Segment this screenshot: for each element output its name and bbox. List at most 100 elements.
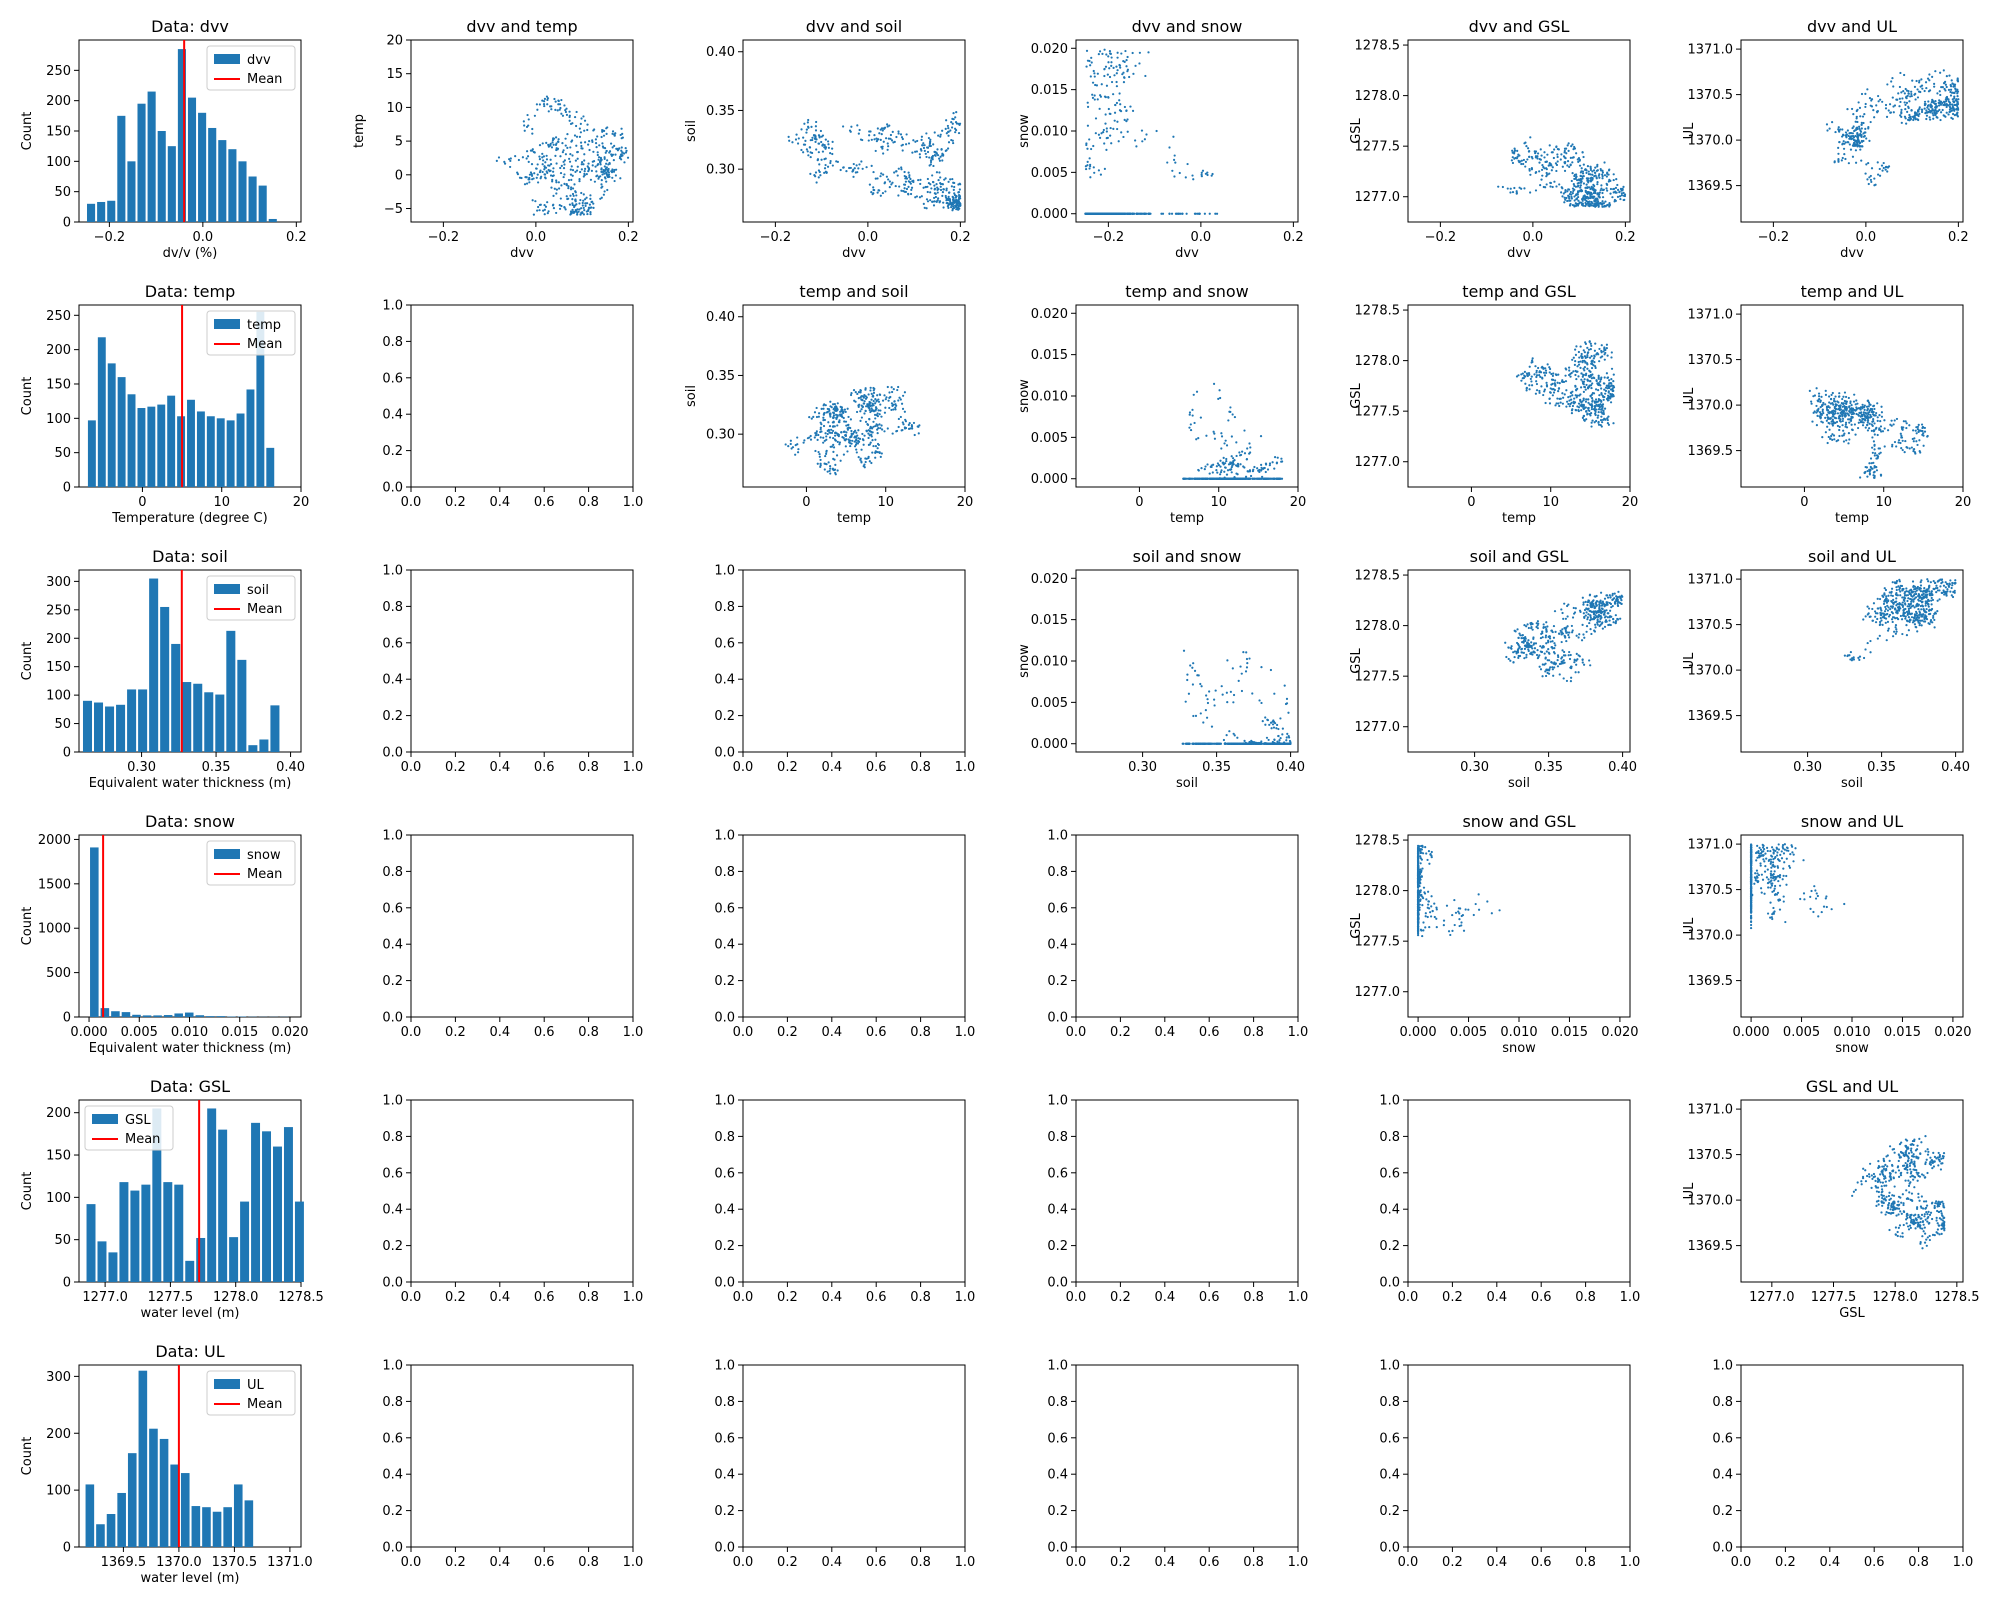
scatter-point xyxy=(1561,379,1564,382)
scatter-point xyxy=(1168,146,1171,149)
scatter-point xyxy=(868,460,871,463)
scatter-point xyxy=(1215,212,1219,215)
scatter-point xyxy=(1876,419,1879,422)
scatter-point xyxy=(880,172,883,175)
scatter-point xyxy=(583,119,587,122)
scatter-point xyxy=(865,396,868,399)
scatter-point xyxy=(599,156,602,159)
scatter-point xyxy=(1841,143,1844,146)
scatter-point xyxy=(1956,95,1959,98)
scatter-point xyxy=(1549,164,1552,167)
scatter-point xyxy=(1123,105,1126,109)
scatter-point xyxy=(875,400,878,403)
scatter-point xyxy=(848,166,851,170)
scatter-point xyxy=(561,114,565,117)
scatter-point xyxy=(824,404,827,407)
scatter-point xyxy=(947,134,950,137)
scatter-point xyxy=(1513,186,1516,190)
scatter-point xyxy=(887,399,890,402)
scatter-point xyxy=(874,445,878,448)
scatter-point xyxy=(1898,105,1901,108)
scatter-point xyxy=(896,388,899,392)
scatter-point xyxy=(1513,150,1516,153)
histogram-bar xyxy=(107,363,116,487)
scatter-point xyxy=(825,411,828,414)
scatter-point xyxy=(941,129,944,132)
scatter-point xyxy=(1549,185,1552,188)
scatter-point xyxy=(1590,366,1594,370)
scatter-point xyxy=(953,193,956,197)
scatter-point xyxy=(1899,71,1902,75)
scatter-point xyxy=(874,450,877,453)
scatter-point xyxy=(1613,198,1617,202)
scatter-point xyxy=(860,408,863,411)
scatter-point xyxy=(599,163,602,166)
scatter-point xyxy=(887,178,890,181)
scatter-point xyxy=(1524,165,1527,168)
scatter-point xyxy=(1238,451,1241,454)
scatter-point xyxy=(1938,102,1942,105)
scatter-point xyxy=(1837,160,1840,163)
scatter-point xyxy=(1584,388,1587,391)
scatter-point xyxy=(1558,382,1561,385)
scatter-point xyxy=(584,202,587,205)
scatter-point xyxy=(1184,477,1187,480)
scatter-point xyxy=(1905,122,1908,125)
scatter-point xyxy=(1592,392,1596,395)
scatter-point xyxy=(1919,429,1922,432)
scatter-point xyxy=(1105,84,1109,87)
scatter-point xyxy=(579,122,582,125)
scatter-point xyxy=(886,123,889,126)
y-tick-label: 0.005 xyxy=(1031,431,1068,446)
scatter-point xyxy=(1569,375,1572,378)
scatter-point xyxy=(580,161,584,164)
chart-title: Data: temp xyxy=(145,282,236,301)
scatter-point xyxy=(1588,202,1591,206)
scatter-point xyxy=(1524,375,1527,378)
scatter-point xyxy=(949,178,952,181)
x-tick-label: 0.0 xyxy=(1523,230,1544,245)
scatter-point xyxy=(1577,350,1580,354)
scatter-point xyxy=(1533,373,1536,376)
scatter-point xyxy=(854,443,858,446)
scatter-point xyxy=(1948,103,1951,106)
scatter-point xyxy=(867,139,870,142)
scatter-point xyxy=(954,131,957,134)
scatter-point xyxy=(606,126,609,129)
scatter-point xyxy=(1865,466,1868,469)
scatter-point xyxy=(953,199,957,202)
scatter-point xyxy=(1099,94,1102,97)
scatter-point xyxy=(1870,99,1873,102)
scatter-point xyxy=(1612,187,1616,190)
scatter-point xyxy=(1609,401,1613,404)
scatter-point xyxy=(1602,395,1605,399)
scatter-point xyxy=(1846,107,1849,111)
scatter-point xyxy=(1881,430,1885,433)
scatter-point xyxy=(922,142,925,145)
scatter-point xyxy=(1888,103,1892,106)
scatter-point xyxy=(542,155,546,158)
scatter-point xyxy=(1188,411,1192,414)
scatter-point xyxy=(613,144,616,147)
scatter-point xyxy=(1579,177,1582,181)
scatter-point xyxy=(1936,92,1939,95)
scatter-point xyxy=(1878,167,1881,171)
scatter-point xyxy=(585,172,588,176)
scatter-point xyxy=(877,189,880,192)
scatter-point xyxy=(531,199,534,202)
scatter-point xyxy=(1088,167,1091,170)
scatter-point xyxy=(816,438,819,441)
scatter-point xyxy=(1831,391,1834,395)
scatter-point xyxy=(541,99,544,102)
scatter-point xyxy=(1864,127,1867,131)
scatter-point xyxy=(1094,132,1097,135)
scatter-point xyxy=(1112,93,1115,96)
scatter-point xyxy=(1911,437,1914,441)
scatter-point xyxy=(1918,439,1921,442)
scatter-point xyxy=(1543,151,1546,154)
scatter-point xyxy=(1923,107,1926,110)
scatter-point xyxy=(595,145,598,149)
scatter-point xyxy=(549,169,552,172)
scatter-point xyxy=(1834,130,1837,134)
